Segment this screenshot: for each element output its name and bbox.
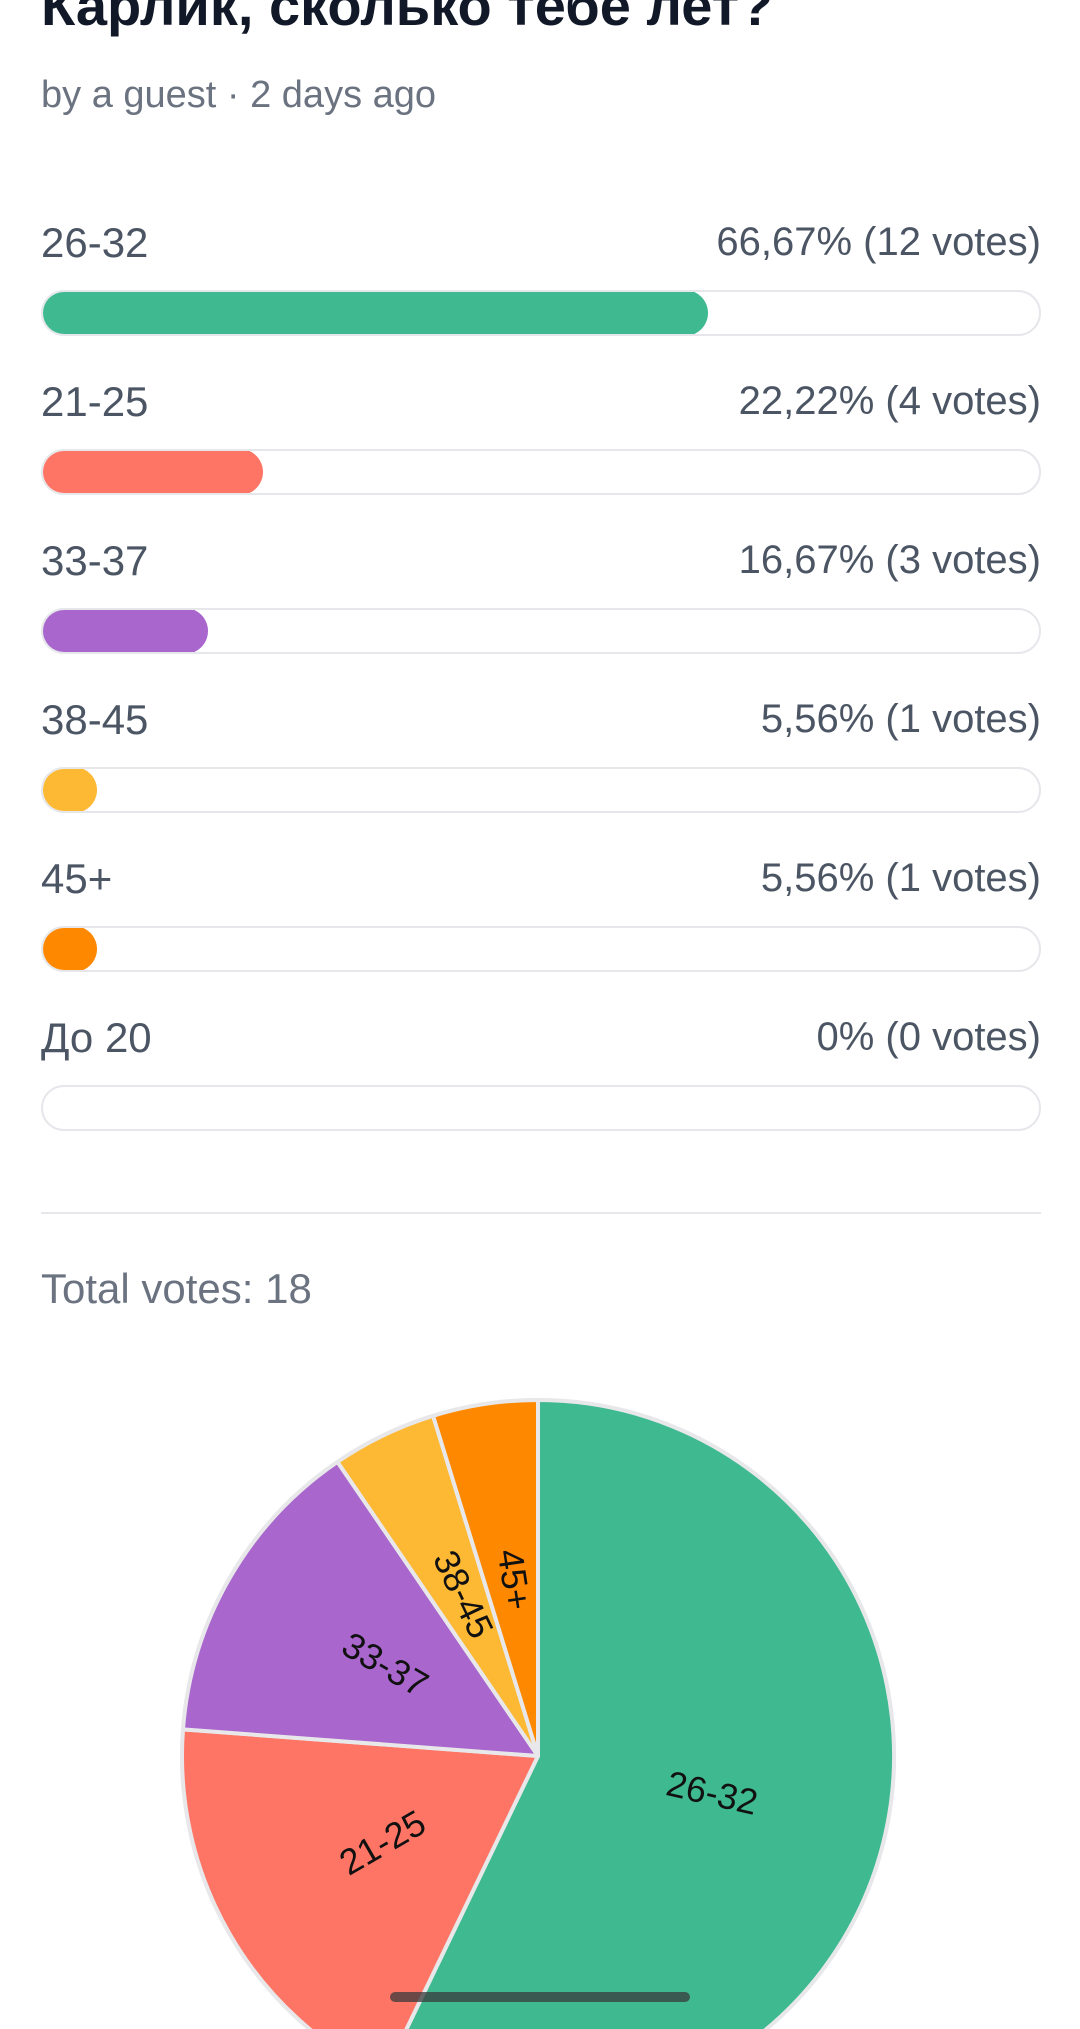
poll-option-header: 26-32 66,67% (12 votes) <box>41 222 1041 290</box>
option-progress-fill <box>43 451 264 493</box>
poll-option: 26-32 66,67% (12 votes) <box>41 222 1041 381</box>
pie-slice-21-25 <box>180 1727 540 2029</box>
option-progress-fill <box>43 610 208 652</box>
poll-option-header: 45+ 5,56% (1 votes) <box>41 858 1041 926</box>
option-stats: 0% (0 votes) <box>816 1015 1041 1059</box>
pie-slice-26-32 <box>404 1398 896 2029</box>
option-stats: 22,22% (4 votes) <box>738 379 1041 423</box>
pie-slice-45+ <box>431 1398 540 1758</box>
option-stats: 5,56% (1 votes) <box>760 697 1041 741</box>
option-label: 26-32 <box>41 219 149 266</box>
poll-option: 21-25 22,22% (4 votes) <box>41 381 1041 540</box>
option-progress-track <box>41 1085 1041 1131</box>
poll-options-list: 26-32 66,67% (12 votes) 21-25 22,22% (4 vot… <box>41 222 1041 1176</box>
home-indicator[interactable] <box>390 1992 690 2002</box>
option-stats: 66,67% (12 votes) <box>716 220 1041 264</box>
poll-option-header: До 20 0% (0 votes) <box>41 1017 1041 1085</box>
option-progress-fill <box>43 292 708 334</box>
option-progress-fill <box>43 928 97 970</box>
option-label: 45+ <box>41 855 113 902</box>
poll-option-header: 33-37 16,67% (3 votes) <box>41 540 1041 608</box>
poll-option: 33-37 16,67% (3 votes) <box>41 540 1041 699</box>
option-progress-fill <box>43 769 97 811</box>
option-label: До 20 <box>41 1014 152 1061</box>
option-progress-track <box>41 926 1041 972</box>
option-progress-track <box>41 767 1041 813</box>
option-progress-track <box>41 449 1041 495</box>
option-label: 38-45 <box>41 696 149 743</box>
poll-title: Карлик, сколько тебе лет? <box>41 0 774 37</box>
option-stats: 5,56% (1 votes) <box>760 856 1041 900</box>
option-progress-track <box>41 608 1041 654</box>
option-label: 21-25 <box>41 378 149 425</box>
option-stats: 16,67% (3 votes) <box>738 538 1041 582</box>
poll-option: 45+ 5,56% (1 votes) <box>41 858 1041 1017</box>
pie-slice-33-37 <box>180 1459 540 1758</box>
poll-option: До 20 0% (0 votes) <box>41 1017 1041 1176</box>
option-label: 33-37 <box>41 537 149 584</box>
poll-option-header: 21-25 22,22% (4 votes) <box>41 381 1041 449</box>
poll-option: 38-45 5,56% (1 votes) <box>41 699 1041 858</box>
option-progress-track <box>41 290 1041 336</box>
total-votes: Total votes: 18 <box>41 1265 312 1312</box>
poll-option-header: 38-45 5,56% (1 votes) <box>41 699 1041 767</box>
divider <box>41 1212 1041 1214</box>
poll-meta: by a guest · 2 days ago <box>41 74 437 116</box>
pie-label-45+: 45+ <box>490 1546 540 1613</box>
